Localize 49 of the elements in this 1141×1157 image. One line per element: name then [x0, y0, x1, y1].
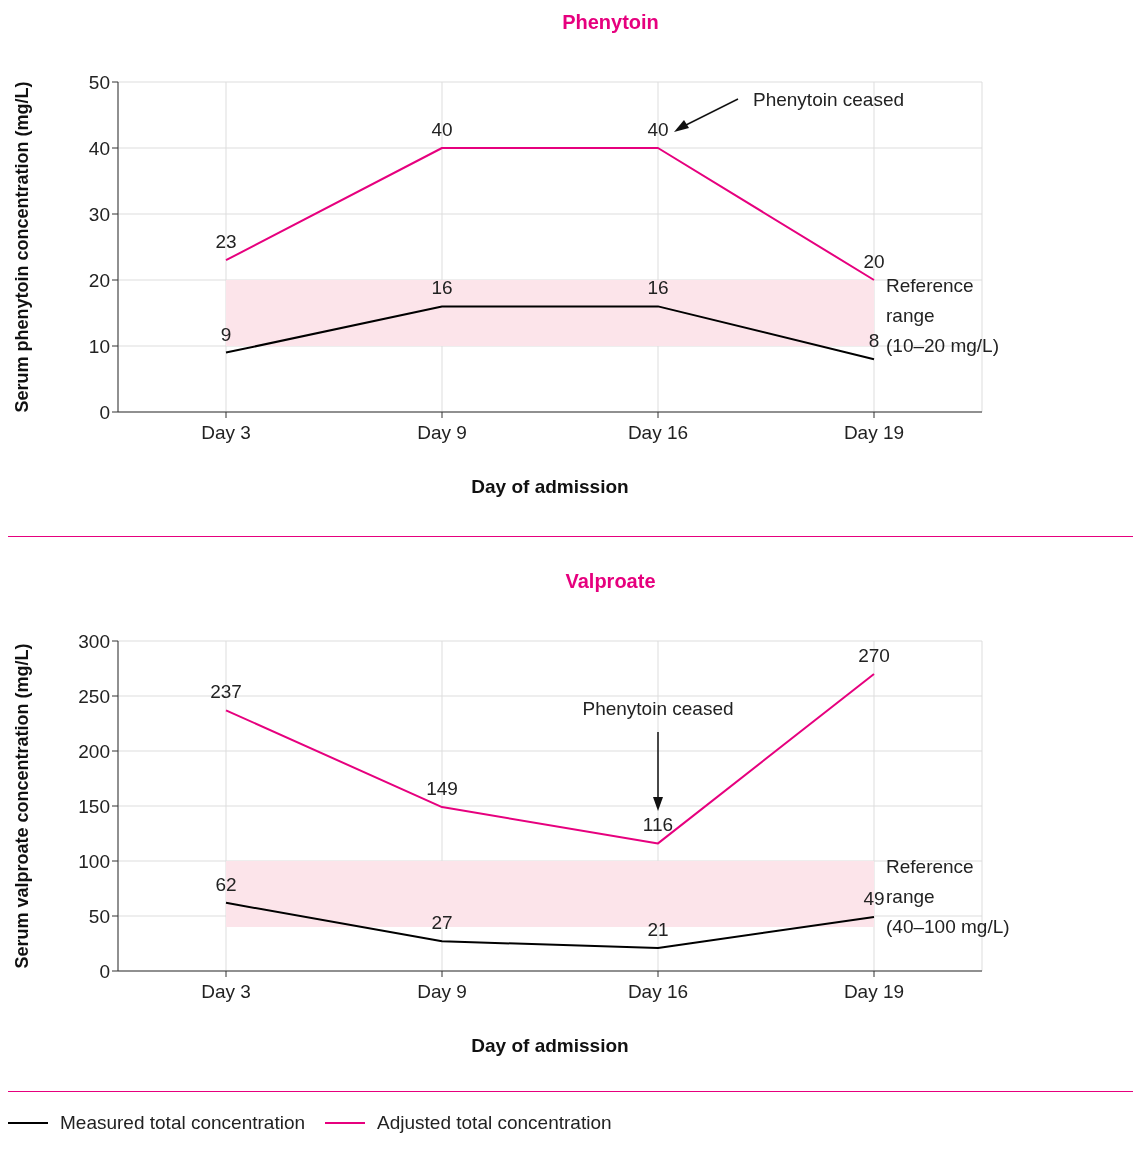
x-tick-label: Day 16	[627, 422, 689, 444]
y-tick-label: 100	[78, 850, 110, 872]
y-tick-label: 300	[78, 630, 110, 652]
y-axis-title: Serum phenytoin concentration (mg/L)	[12, 81, 32, 413]
x-tick-label: Day 3	[201, 981, 251, 1003]
data-label: 16	[647, 277, 669, 299]
data-label: 23	[215, 231, 237, 253]
data-label: 270	[858, 645, 890, 666]
x-tick-label: Day 16	[627, 981, 689, 1003]
y-tick-label: 250	[78, 685, 110, 707]
data-label: 16	[431, 277, 453, 299]
y-tick-label: 10	[88, 335, 110, 357]
x-tick-label: Day 3	[201, 422, 251, 444]
data-label: 9	[220, 323, 232, 345]
data-label: 49	[863, 888, 885, 910]
y-axis-title: Serum valproate concentration (mg/L)	[12, 643, 32, 969]
chart-title: Valproate	[564, 569, 657, 594]
data-label: 149	[426, 778, 458, 800]
y-tick-label: 0	[99, 401, 110, 423]
data-label: 40	[431, 119, 453, 140]
x-tick-label: Day 9	[417, 981, 467, 1003]
data-label: 62	[215, 873, 237, 895]
annotation: Phenytoin ceased	[753, 89, 905, 110]
x-axis-title: Day of admission	[470, 1035, 630, 1057]
data-label: 8	[868, 330, 880, 352]
y-tick-label: 20	[88, 269, 110, 291]
band-label: Reference range (40–100 mg/L)	[886, 856, 1010, 937]
x-tick-label: Day 9	[417, 422, 467, 444]
band-label: Reference range (10–20 mg/L)	[886, 275, 1000, 356]
data-label: 27	[431, 912, 453, 934]
y-tick-label: 50	[88, 71, 110, 93]
legend-label: Measured total concentration	[60, 1112, 306, 1134]
annotation: Phenytoin ceased	[582, 698, 734, 719]
x-axis-title: Day of admission	[470, 476, 630, 498]
chart-title: Phenytoin	[561, 10, 660, 35]
data-label: 20	[863, 251, 885, 272]
data-label: 237	[210, 681, 242, 703]
x-tick-label: Day 19	[843, 981, 905, 1003]
y-tick-label: 150	[78, 795, 110, 817]
legend-label: Adjusted total concentration	[377, 1112, 612, 1134]
y-tick-label: 30	[88, 203, 110, 225]
y-tick-label: 50	[88, 905, 110, 927]
y-tick-label: 200	[78, 740, 110, 762]
y-tick-label: 40	[88, 137, 110, 159]
data-label: 21	[647, 918, 669, 940]
x-tick-label: Day 19	[843, 422, 905, 444]
data-label: 116	[642, 814, 674, 836]
data-label: 40	[647, 119, 669, 140]
y-tick-label: 0	[99, 960, 110, 982]
